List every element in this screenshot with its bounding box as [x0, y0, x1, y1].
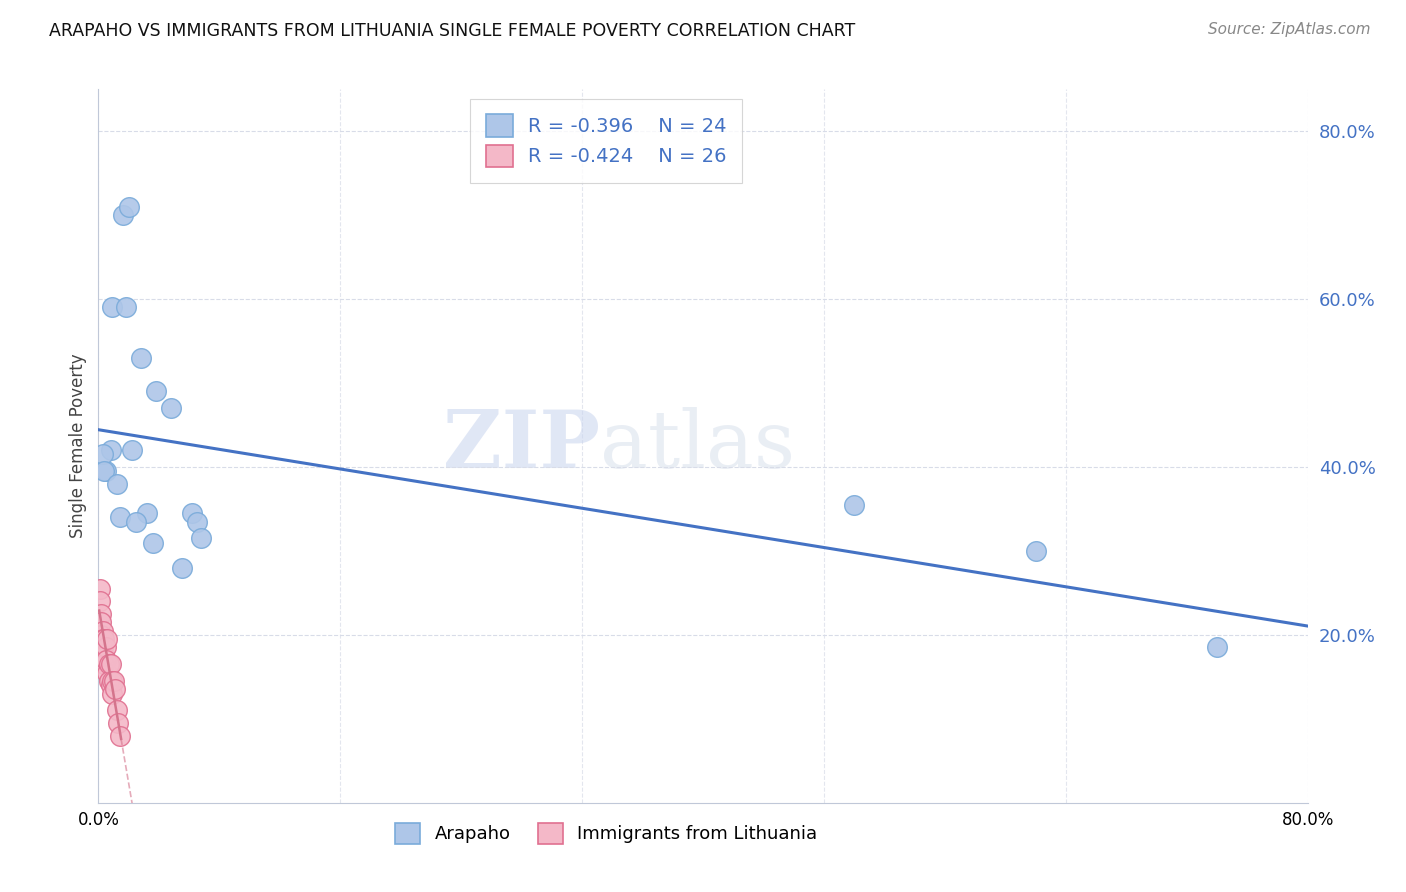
Point [107, 716, 129, 731]
Point [105, 703, 128, 717]
Point [170, 560, 193, 574]
Point [93, 464, 115, 478]
Y-axis label: Single Female Poverty: Single Female Poverty [69, 354, 87, 538]
Point [160, 401, 183, 416]
Point [98, 657, 121, 672]
Point [135, 506, 157, 520]
Point [94, 464, 117, 478]
Text: ARAPAHO VS IMMIGRANTS FROM LITHUANIA SINGLE FEMALE POVERTY CORRELATION CHART: ARAPAHO VS IMMIGRANTS FROM LITHUANIA SIN… [49, 22, 855, 40]
Point [108, 510, 131, 524]
Text: Source: ZipAtlas.com: Source: ZipAtlas.com [1208, 22, 1371, 37]
Point [181, 506, 204, 520]
Point [89, 582, 111, 596]
Point [121, 443, 143, 458]
Point [96, 632, 118, 646]
Point [118, 200, 141, 214]
Point [125, 515, 148, 529]
Point [93, 657, 115, 672]
Point [114, 301, 136, 315]
Point [145, 384, 167, 399]
Point [93, 648, 115, 663]
Point [101, 301, 124, 315]
Point [100, 657, 122, 672]
Point [104, 682, 127, 697]
Point [844, 498, 866, 512]
Point [96, 665, 118, 680]
Point [90, 628, 112, 642]
Point [129, 351, 152, 365]
Point [98, 674, 121, 689]
Point [105, 476, 128, 491]
Point [94, 640, 117, 655]
Point [101, 687, 124, 701]
Point [1024, 544, 1046, 558]
Point [186, 515, 208, 529]
Text: atlas: atlas [600, 407, 796, 485]
Point [1206, 640, 1229, 655]
Point [111, 208, 134, 222]
Legend: Arapaho, Immigrants from Lithuania: Arapaho, Immigrants from Lithuania [388, 815, 825, 851]
Point [91, 624, 114, 638]
Point [91, 447, 114, 461]
Point [93, 632, 115, 646]
Point [190, 532, 212, 546]
Point [100, 443, 122, 458]
Point [103, 674, 125, 689]
Point [94, 653, 117, 667]
Text: ZIP: ZIP [443, 407, 600, 485]
Point [90, 615, 112, 630]
Point [142, 535, 165, 549]
Point [91, 640, 114, 655]
Point [89, 594, 111, 608]
Point [100, 678, 122, 692]
Point [90, 607, 112, 621]
Point [108, 729, 131, 743]
Point [101, 674, 124, 689]
Point [91, 632, 114, 646]
